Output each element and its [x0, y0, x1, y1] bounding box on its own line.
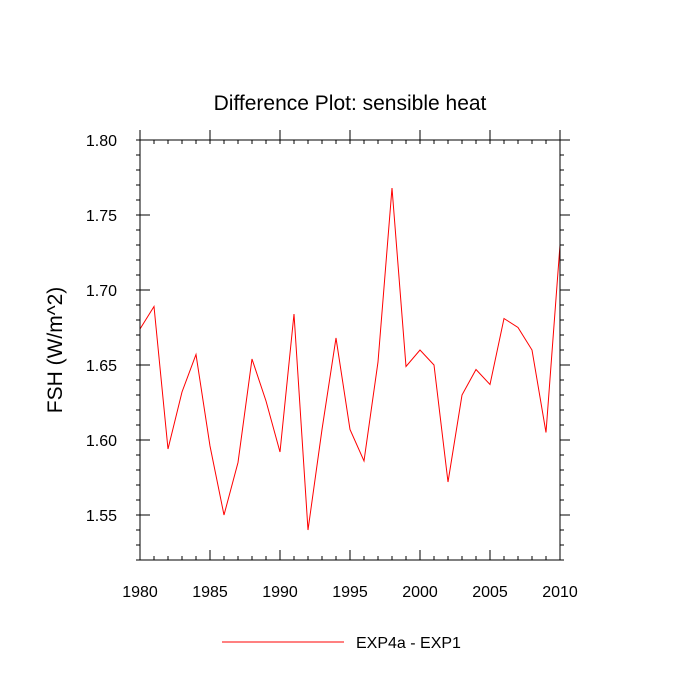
- y-tick-label: 1.60: [86, 433, 117, 450]
- y-tick-label: 1.80: [86, 133, 117, 150]
- x-tick-label: 1980: [122, 584, 158, 601]
- plot-frame: [139, 139, 561, 561]
- x-tick-label: 1990: [262, 584, 298, 601]
- y-tick-label: 1.65: [86, 358, 117, 375]
- major-ticks: [139, 130, 570, 560]
- x-tick-label: 2010: [542, 584, 578, 601]
- x-tick-label: 2005: [472, 584, 508, 601]
- series-layer: [139, 187, 561, 531]
- x-tick-label: 1995: [332, 584, 368, 601]
- legend-label: EXP4a - EXP1: [356, 635, 461, 652]
- y-tick-label: 1.70: [86, 283, 117, 300]
- x-tick-label: 1985: [192, 584, 228, 601]
- x-tick-label: 2000: [402, 584, 438, 601]
- y-tick-label: 1.75: [86, 208, 117, 225]
- y-tick-label: 1.55: [86, 508, 117, 525]
- y-axis-label: FSH (W/m^2): [44, 287, 67, 414]
- minor-ticks: [136, 139, 564, 561]
- legend: EXP4a - EXP1: [222, 635, 461, 652]
- chart-title: Difference Plot: sensible heat: [214, 92, 487, 115]
- series-line: [139, 187, 561, 531]
- tick-labels: 1980 1985 1990 1995 2000 2005 2010 1.55 1.60 1.65…: [86, 133, 578, 601]
